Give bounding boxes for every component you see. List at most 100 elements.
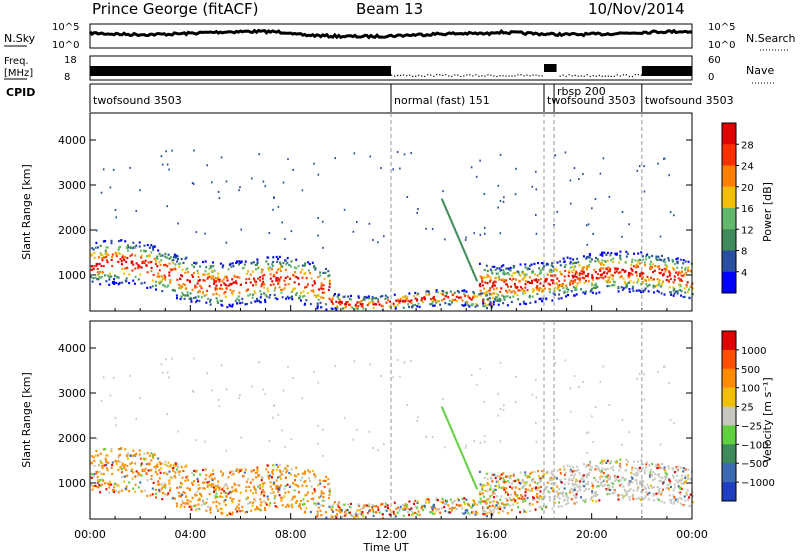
velocity-cell bbox=[331, 504, 334, 507]
power-cell bbox=[521, 278, 524, 281]
power-cell bbox=[131, 253, 134, 256]
power-cell bbox=[213, 280, 216, 283]
power-cell bbox=[460, 244, 463, 247]
velocity-cell bbox=[281, 504, 284, 507]
velocity-cell bbox=[497, 511, 500, 514]
velocity-cell bbox=[264, 501, 267, 505]
velocity-cell bbox=[672, 468, 675, 471]
velocity-cell bbox=[218, 502, 221, 505]
velocity-cell bbox=[612, 482, 615, 485]
power-cell bbox=[262, 280, 265, 283]
velocity-cell bbox=[155, 496, 158, 499]
power-cell bbox=[563, 260, 566, 264]
velocity-cell bbox=[313, 502, 316, 505]
power-cell bbox=[215, 297, 218, 300]
power-cell bbox=[632, 285, 635, 288]
power-cell bbox=[685, 283, 688, 287]
power-cell bbox=[601, 251, 604, 254]
velocity-cell bbox=[436, 508, 439, 511]
power-cell bbox=[102, 264, 105, 268]
velocity-cell bbox=[277, 476, 280, 479]
velocity-cell bbox=[658, 466, 661, 469]
power-cell bbox=[245, 278, 248, 281]
power-cell bbox=[643, 261, 646, 264]
velocity-cell bbox=[575, 483, 578, 487]
power-cell bbox=[449, 217, 452, 221]
power-cell bbox=[478, 262, 481, 265]
power-cell bbox=[439, 303, 442, 306]
velocity-cell bbox=[257, 475, 260, 478]
velocity-cell bbox=[559, 472, 562, 475]
power-cell bbox=[211, 270, 214, 274]
velocity-cell bbox=[255, 505, 258, 508]
power-cell bbox=[597, 277, 600, 280]
velocity-cell bbox=[425, 498, 428, 501]
power-cell bbox=[496, 293, 499, 296]
velocity-cell bbox=[196, 477, 199, 481]
power-cell bbox=[532, 290, 535, 293]
power-cell bbox=[631, 269, 634, 272]
velocity-cell bbox=[281, 473, 284, 476]
velocity-cell bbox=[272, 491, 275, 494]
power-cell bbox=[556, 210, 559, 213]
power-cell bbox=[454, 298, 457, 301]
power-cell bbox=[522, 276, 525, 280]
velocity-cell bbox=[606, 493, 609, 496]
power-cell bbox=[499, 199, 502, 202]
velocity-cell bbox=[219, 470, 222, 473]
velocity-cell bbox=[210, 474, 213, 477]
velocity-cell bbox=[313, 370, 315, 373]
velocity-cell bbox=[576, 490, 579, 493]
velocity-cell bbox=[392, 510, 395, 513]
power-cell bbox=[581, 266, 584, 269]
velocity-cell bbox=[411, 512, 414, 515]
velocity-cell bbox=[177, 491, 180, 494]
power-cell bbox=[536, 261, 539, 265]
velocity-cell bbox=[135, 470, 138, 473]
power-cell bbox=[115, 216, 118, 219]
power-cell bbox=[431, 301, 434, 304]
velocity-cell bbox=[652, 492, 655, 495]
velocity-cell bbox=[536, 493, 539, 496]
velocity-cell bbox=[168, 470, 171, 473]
power-cell bbox=[569, 257, 572, 260]
velocity-cell bbox=[590, 496, 593, 499]
power-cell bbox=[99, 252, 102, 255]
velocity-cell bbox=[463, 497, 466, 500]
velocity-cell bbox=[195, 469, 198, 472]
power-cell bbox=[301, 276, 304, 279]
velocity-cell bbox=[144, 457, 147, 461]
velocity-cell bbox=[408, 500, 411, 503]
power-cell bbox=[625, 283, 628, 286]
velocity-cell bbox=[680, 474, 683, 477]
velocity-cell bbox=[372, 511, 375, 514]
power-cell bbox=[124, 240, 127, 243]
velocity-cell bbox=[247, 478, 250, 481]
power-cell bbox=[582, 255, 585, 258]
velocity-cell bbox=[217, 480, 220, 483]
power-cell bbox=[97, 272, 100, 275]
velocity-cell bbox=[168, 465, 171, 468]
power-cell bbox=[687, 260, 690, 263]
velocity-cell bbox=[657, 463, 660, 466]
power-cell bbox=[362, 307, 365, 310]
velocity-cell bbox=[540, 496, 543, 499]
power-cell bbox=[482, 300, 485, 303]
velocity-cell bbox=[161, 371, 164, 374]
velocity-cell bbox=[663, 365, 666, 368]
velocity-cell bbox=[578, 386, 580, 389]
power-cell bbox=[182, 293, 185, 296]
power-cell bbox=[596, 285, 599, 289]
power-cell bbox=[163, 263, 166, 267]
power-cell bbox=[120, 239, 123, 242]
power-cell bbox=[601, 252, 604, 256]
power-cell bbox=[691, 287, 694, 290]
power-cell bbox=[443, 203, 446, 206]
velocity-cell bbox=[217, 398, 220, 401]
velocity-cell bbox=[607, 484, 610, 487]
velocity-cell bbox=[560, 492, 563, 495]
power-cell bbox=[233, 281, 236, 284]
power-cell bbox=[501, 278, 504, 281]
power-cell bbox=[237, 295, 240, 298]
velocity-cell bbox=[676, 481, 679, 484]
